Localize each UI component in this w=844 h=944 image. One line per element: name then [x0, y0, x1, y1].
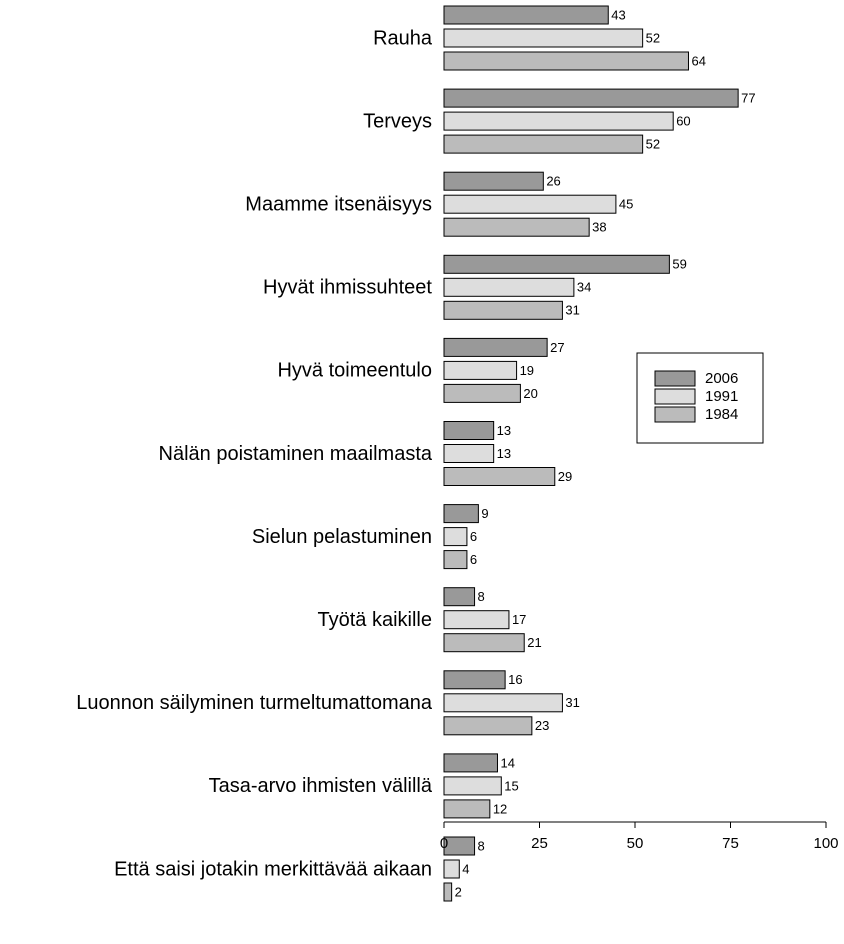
x-tick-label: 100 — [813, 835, 838, 852]
bar — [443, 550, 468, 570]
legend-swatch — [654, 406, 696, 423]
bar — [443, 51, 689, 71]
legend-swatch — [654, 370, 696, 387]
data-label: 38 — [592, 220, 606, 235]
bar — [443, 610, 510, 630]
legend-swatch — [654, 388, 696, 405]
bar — [443, 88, 739, 108]
data-label: 21 — [527, 635, 541, 650]
data-label: 6 — [470, 552, 477, 567]
legend-label: 2006 — [705, 370, 738, 387]
category-label: Rauha — [373, 27, 433, 49]
bar — [443, 716, 533, 736]
bar — [443, 217, 590, 237]
bar — [443, 633, 525, 653]
x-tick-label: 0 — [440, 835, 448, 852]
category-label: Tasa-arvo ihmisten välillä — [209, 775, 433, 797]
bar — [443, 337, 548, 357]
bar — [443, 360, 518, 380]
bar — [443, 587, 476, 607]
bar — [443, 194, 617, 214]
bar — [443, 776, 502, 796]
data-label: 23 — [535, 718, 549, 733]
bar — [443, 421, 495, 440]
data-label: 13 — [497, 423, 511, 438]
category-label: Hyvä toimeentulo — [277, 360, 432, 382]
legend-label: 1984 — [705, 406, 738, 423]
data-label: 27 — [550, 340, 564, 355]
category-label: Luonnon säilyminen turmeltumattomana — [76, 692, 433, 714]
bar — [443, 693, 563, 713]
data-label: 9 — [481, 506, 488, 521]
bar — [443, 383, 521, 403]
data-label: 8 — [478, 838, 485, 853]
bar — [443, 111, 674, 131]
data-label: 13 — [497, 446, 511, 461]
bar — [443, 171, 544, 191]
data-label: 64 — [691, 53, 705, 68]
data-label: 34 — [577, 280, 591, 295]
data-label: 19 — [520, 363, 534, 378]
legend-label: 1991 — [705, 388, 738, 405]
category-label: Hyvät ihmissuhteet — [263, 277, 432, 299]
category-label: Sielun pelastuminen — [252, 526, 432, 548]
bar — [443, 670, 506, 690]
bar — [443, 836, 476, 856]
bar — [443, 28, 644, 48]
data-label: 43 — [611, 7, 625, 22]
data-label: 20 — [523, 386, 537, 401]
bar — [443, 277, 575, 297]
data-label: 60 — [676, 114, 690, 129]
data-label: 14 — [500, 755, 514, 770]
bar — [443, 882, 453, 902]
data-label: 2 — [455, 884, 462, 899]
data-label: 59 — [672, 257, 686, 272]
bar — [443, 504, 479, 524]
x-tick-label: 75 — [722, 835, 739, 852]
bar — [443, 134, 644, 154]
category-label: Maamme itsenäisyys — [245, 193, 432, 215]
data-label: 29 — [558, 469, 572, 484]
category-label: Työtä kaikille — [318, 609, 433, 631]
data-label: 8 — [478, 589, 485, 604]
data-label: 12 — [493, 801, 507, 816]
category-label: Terveys — [363, 110, 432, 132]
data-label: 26 — [546, 174, 560, 189]
data-label: 16 — [508, 672, 522, 687]
data-label: 77 — [741, 91, 755, 106]
bar — [443, 467, 556, 486]
bar — [443, 527, 468, 547]
bar — [443, 5, 609, 25]
data-label: 15 — [504, 778, 518, 793]
bar — [443, 859, 460, 879]
data-label: 6 — [470, 529, 477, 544]
data-label: 4 — [462, 861, 469, 876]
bar — [443, 300, 563, 320]
data-label: 52 — [646, 137, 660, 152]
data-label: 31 — [565, 695, 579, 710]
category-label: Että saisi jotakin merkittävää aikaan — [114, 858, 432, 880]
data-label: 17 — [512, 612, 526, 627]
x-tick-label: 25 — [531, 835, 548, 852]
bar — [443, 799, 491, 819]
data-label: 31 — [565, 303, 579, 318]
x-tick-label: 50 — [627, 835, 644, 852]
bar — [443, 753, 498, 773]
bar — [443, 444, 495, 463]
category-label: Nälän poistaminen maailmasta — [159, 443, 433, 465]
bar — [443, 254, 670, 274]
data-label: 45 — [619, 197, 633, 212]
data-label: 52 — [646, 30, 660, 45]
